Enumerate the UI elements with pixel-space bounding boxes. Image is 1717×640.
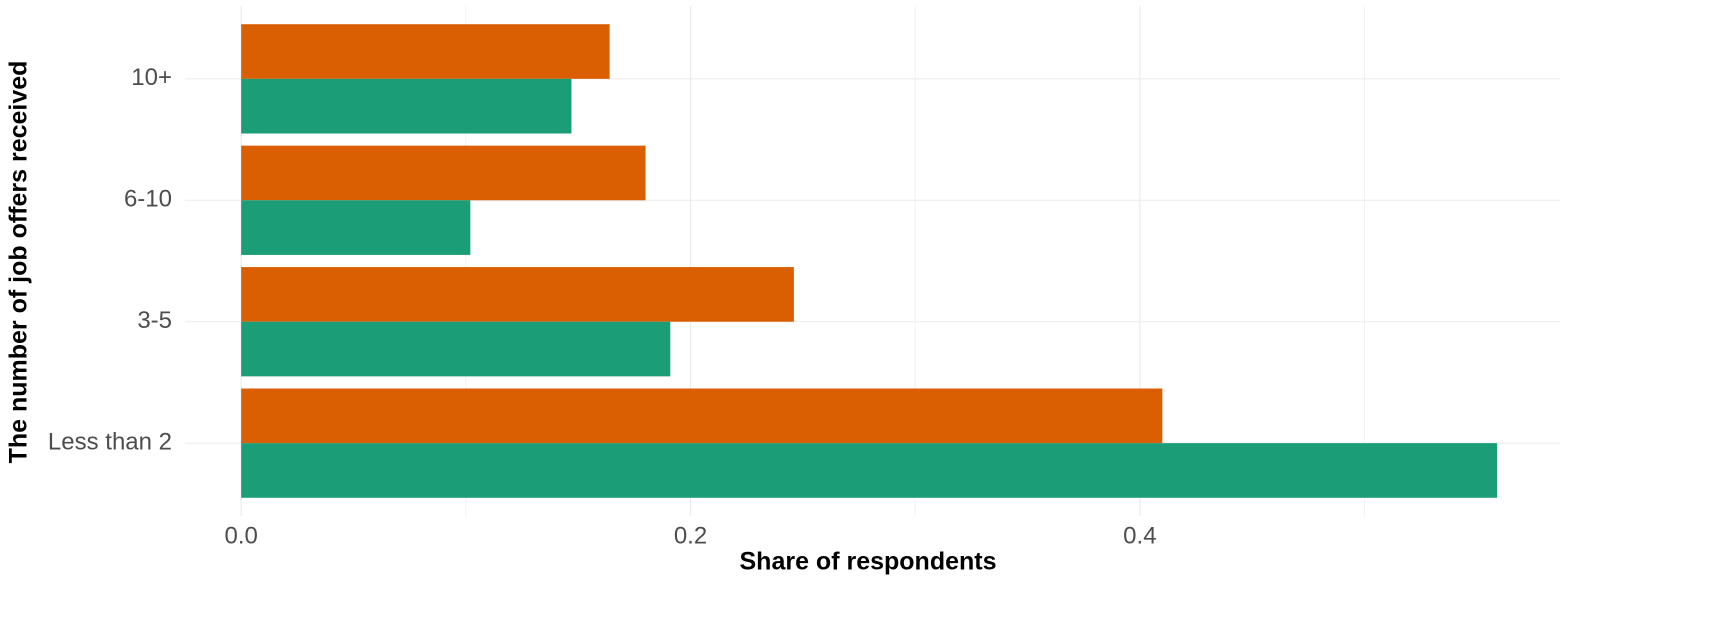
y-tick-label: 10+ (131, 64, 172, 91)
x-axis-title: Share of respondents (740, 548, 997, 576)
y-tick-label: 3-5 (137, 307, 172, 334)
x-tick-label: 0.4 (1123, 522, 1156, 549)
bar (241, 321, 671, 377)
bar (241, 200, 471, 255)
bar (241, 78, 572, 134)
bar (241, 443, 1498, 498)
bar (241, 145, 646, 201)
x-tick-label: 0.0 (224, 522, 257, 549)
y-tick-label: 6-10 (124, 186, 172, 213)
y-tick-label: Less than 2 (48, 428, 172, 455)
bar (241, 24, 610, 79)
bar (241, 267, 794, 322)
y-axis-title: The number of job offers received (5, 61, 33, 464)
bar (241, 388, 1163, 444)
x-tick-label: 0.2 (674, 522, 707, 549)
